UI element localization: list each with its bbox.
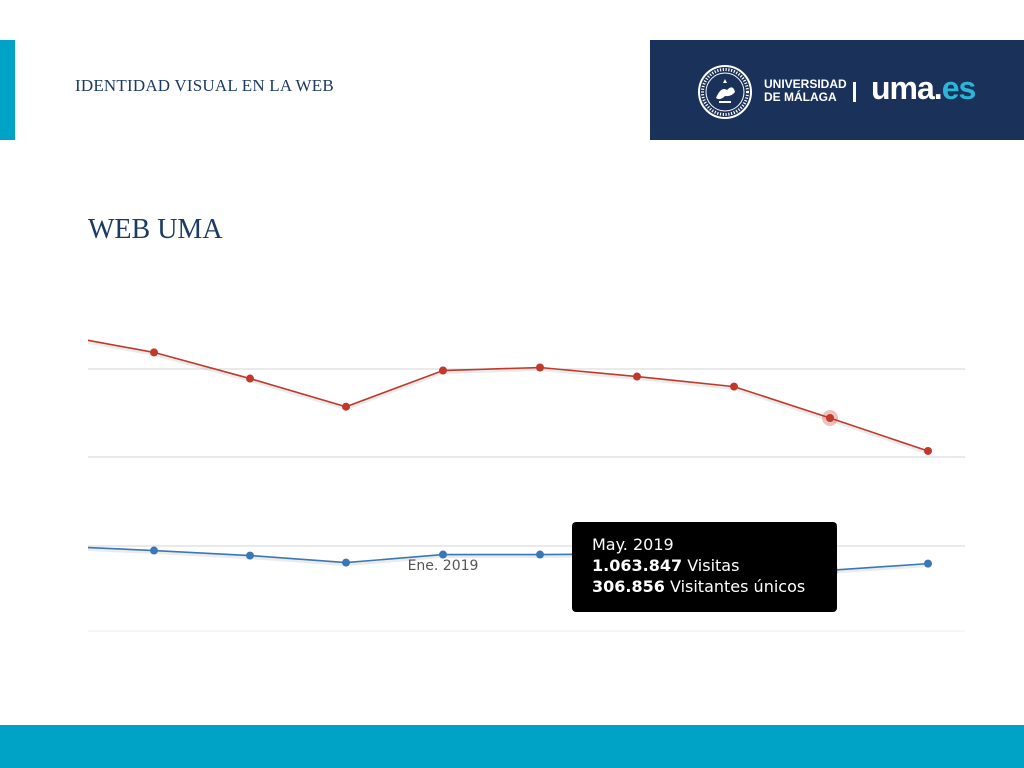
data-point[interactable]	[826, 414, 834, 423]
tooltip-title: May. 2019	[592, 535, 674, 554]
data-point[interactable]	[439, 550, 447, 559]
series-line-shadow	[87, 340, 929, 455]
series-line-visitas	[87, 339, 929, 452]
data-point[interactable]	[439, 366, 447, 375]
university-seal-icon	[698, 65, 752, 119]
data-point[interactable]	[246, 374, 254, 383]
data-point[interactable]	[730, 382, 738, 391]
data-point[interactable]	[633, 372, 641, 381]
data-point[interactable]	[924, 559, 932, 568]
x-tick-label: Ene. 2019	[408, 558, 479, 574]
logo-separator	[853, 82, 856, 102]
data-point[interactable]	[342, 558, 350, 567]
data-point[interactable]	[536, 550, 544, 559]
chart-tooltip: May. 2019 1.063.847 Visitas 306.856 Visi…	[572, 522, 837, 612]
data-point[interactable]	[150, 348, 158, 357]
bottom-accent-bar	[0, 725, 1024, 768]
tooltip-visits-label: Visitas	[687, 556, 740, 575]
brand-tld: es	[941, 70, 977, 106]
data-point[interactable]	[150, 546, 158, 555]
university-logo-banner: UNIVERSIDAD DE MÁLAGA uma.es	[650, 40, 1024, 140]
university-name-line2: DE MÁLAGA	[764, 90, 837, 104]
brand-dot: .	[933, 70, 943, 106]
brand-main: uma	[871, 70, 935, 106]
data-point[interactable]	[536, 363, 544, 372]
left-accent-bar	[0, 40, 15, 140]
page-title: WEB UMA	[88, 214, 223, 245]
university-name: UNIVERSIDAD DE MÁLAGA	[764, 78, 847, 104]
data-point[interactable]	[246, 551, 254, 560]
university-name-line1: UNIVERSIDAD	[764, 77, 847, 91]
header-title: IDENTIDAD VISUAL EN LA WEB	[75, 76, 334, 95]
data-point[interactable]	[342, 402, 350, 411]
data-point[interactable]	[924, 446, 932, 455]
tooltip-unique-label: Visitantes únicos	[669, 577, 806, 596]
tooltip-visits-value: 1.063.847	[592, 556, 683, 575]
uma-es-brand: uma.es	[871, 70, 977, 107]
tooltip-unique-value: 306.856	[592, 577, 665, 596]
